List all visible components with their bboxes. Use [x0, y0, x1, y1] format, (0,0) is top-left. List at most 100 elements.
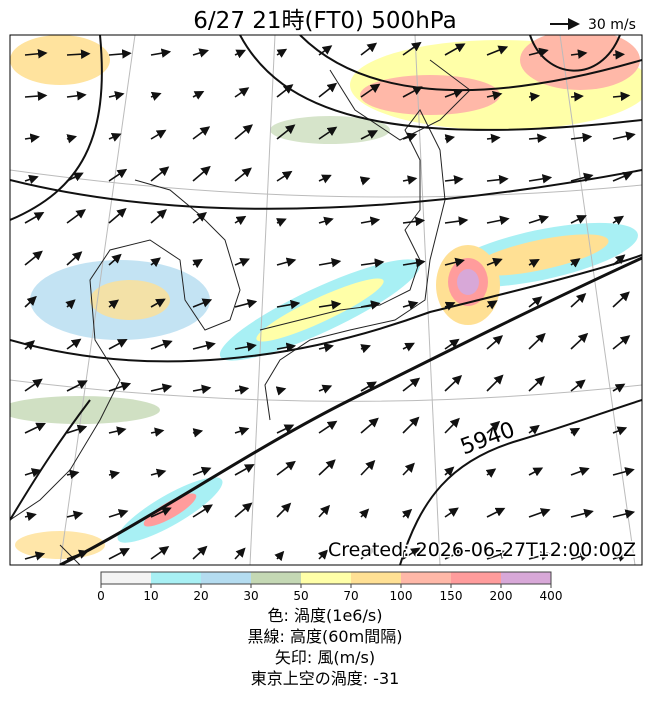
wind-arrow: [444, 216, 469, 226]
wind-arrow: [192, 212, 207, 224]
colorbar-tick-label: 10: [143, 589, 158, 603]
wind-arrow: [486, 215, 510, 226]
wind-arrow: [318, 45, 333, 56]
wind-arrow: [444, 417, 460, 434]
wind-arrow: [24, 378, 43, 392]
wind-arrow: [234, 167, 252, 182]
wind-arrow: [528, 508, 551, 518]
colorbar-tick-label: 70: [343, 589, 358, 603]
wind-arrow: [24, 422, 46, 434]
wind-arrow: [150, 507, 172, 518]
wind-arrow: [150, 546, 170, 560]
wind-arrow: [612, 215, 625, 226]
colorbar-tick-label: 50: [293, 589, 308, 603]
wind-arrow: [360, 344, 371, 354]
wind-arrow: [150, 427, 165, 437]
wind-arrow: [192, 466, 212, 476]
wind-arrow: [528, 467, 544, 477]
wind-arrow: [528, 47, 549, 58]
colorbar-tick-label: 150: [440, 589, 463, 603]
wind-arrow: [528, 332, 546, 350]
wind-scale-label: 30 m/s: [588, 17, 636, 33]
wind-arrow: [360, 459, 376, 476]
wind-arrow: [318, 257, 342, 268]
wind-arrow: [234, 342, 257, 352]
caption-line: 色: 渦度(1e6/s): [268, 606, 383, 625]
wind-arrow: [528, 376, 545, 392]
colorbar-segment: [251, 572, 301, 584]
wind-arrow: [192, 259, 203, 269]
wind-arrow: [234, 502, 253, 518]
map-frame: [9, 34, 643, 566]
wind-arrow: [612, 254, 626, 266]
wind-arrow: [569, 427, 581, 437]
wind-arrow: [108, 132, 122, 142]
wind-arrow: [402, 300, 419, 310]
wind-arrow: [528, 214, 550, 225]
wind-arrow: [486, 300, 498, 310]
colorbar-segment: [301, 572, 351, 584]
wind-arrow: [360, 42, 378, 56]
wind-arrow: [570, 466, 590, 476]
wind-arrow: [318, 174, 332, 184]
wind-arrow: [66, 251, 83, 266]
height-contours: [10, 35, 642, 565]
wind-arrow: [108, 299, 119, 310]
wind-arrow: [612, 509, 636, 519]
wind-arrow: [192, 298, 213, 308]
wind-arrow: [402, 86, 423, 98]
wind-arrow: [276, 299, 301, 310]
colorbar-tick-label: 400: [540, 589, 563, 603]
wind-arrow: [318, 504, 331, 518]
wind-arrow: [318, 300, 342, 310]
wind-arrow: [570, 293, 587, 308]
wind-arrow: [612, 383, 626, 393]
wind-arrow: [108, 426, 127, 436]
wind-arrow: [528, 296, 543, 308]
wind-arrow: [444, 88, 464, 98]
wind-arrow: [150, 209, 167, 224]
wind-arrow: [150, 339, 173, 350]
wind-arrow: [402, 547, 421, 560]
wind-arrow: [318, 343, 334, 353]
colorbar: 0 10 20 30 50 70 100 150 200 400: [97, 571, 563, 603]
wind-arrow: [570, 132, 593, 143]
wind-arrow: [66, 469, 80, 479]
wind-arrow: [612, 171, 633, 182]
wind-arrow: [66, 91, 87, 101]
wind-arrow: [192, 504, 213, 518]
wind-arrow: [360, 83, 381, 98]
wind-arrow: [234, 87, 250, 98]
wind-arrow: [612, 467, 635, 477]
wind-scale: 30 m/s: [550, 17, 636, 33]
wind-arrow: [402, 416, 420, 434]
wind-arrow: [192, 428, 204, 438]
wind-arrow: [402, 41, 422, 56]
wind-arrow: [234, 464, 255, 476]
wind-arrow: [360, 216, 381, 226]
wind-arrow: [24, 468, 42, 478]
wind-arrow: [24, 174, 39, 184]
map-area: 5940 Created: 2026-06-27T12:00:00Z: [10, 35, 642, 565]
wind-arrow: [528, 92, 541, 102]
colorbar-segment: [401, 572, 451, 584]
wind-arrow: [276, 124, 296, 140]
wind-arrow: [150, 257, 161, 268]
wind-arrow: [24, 133, 40, 143]
wind-arrow: [318, 420, 338, 434]
wind-arrow: [108, 90, 125, 101]
wind-arrow: [612, 552, 628, 562]
wind-arrow: [66, 510, 84, 520]
wind-arrow: [66, 424, 88, 434]
wind-arrow: [444, 375, 463, 392]
wind-arrow: [569, 258, 581, 268]
wind-arrow: [24, 295, 37, 308]
colorbar-segment: [201, 572, 251, 584]
wind-arrow: [486, 45, 509, 56]
wind-arrow: [444, 257, 465, 268]
wind-arrow: [234, 215, 247, 226]
wind-arrow: [486, 257, 503, 267]
wind-arrow: [318, 216, 334, 226]
wind-arrow: [359, 176, 371, 186]
